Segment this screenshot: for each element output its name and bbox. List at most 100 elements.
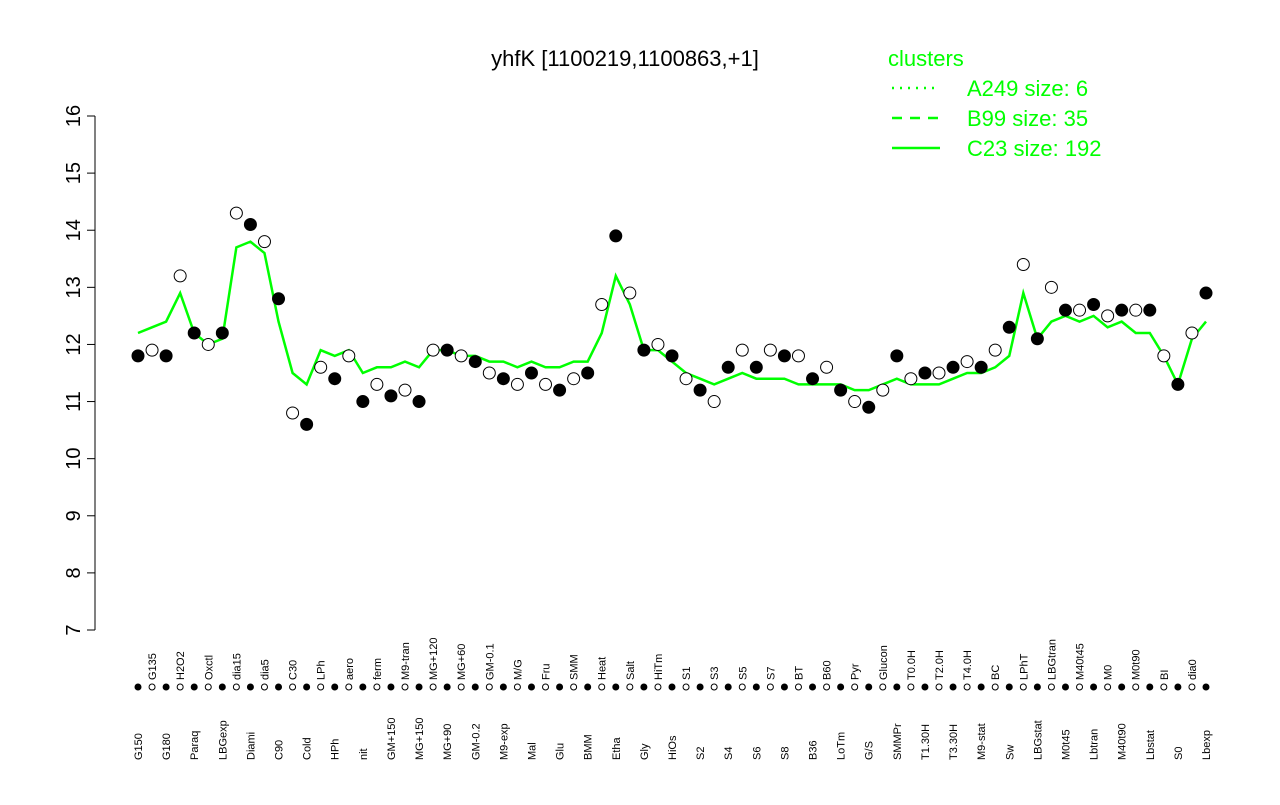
x-marker [907,683,915,691]
data-point [637,343,651,357]
x-marker [415,683,423,691]
data-point [187,326,201,340]
x-marker [162,683,170,691]
x-marker [485,683,493,691]
x-marker [1033,683,1041,691]
x-tick-label: MG+90 [442,724,454,760]
x-marker [977,683,985,691]
data-point [539,377,553,391]
x-tick-label: Fru [541,664,553,681]
data-point [693,383,707,397]
data-point [1157,349,1171,363]
x-marker [1160,683,1168,691]
x-tick-label: HiTm [653,654,665,680]
x-marker [542,683,550,691]
data-point [581,366,595,380]
x-marker [837,683,845,691]
x-tick-label: M40t45 [1075,643,1087,680]
y-tick-label: 8 [63,567,85,578]
data-point [131,349,145,363]
data-point [243,218,257,232]
x-tick-label: GM-0.2 [470,723,482,760]
x-tick-label: S4 [723,747,735,760]
data-point [763,343,777,357]
x-marker [668,683,676,691]
x-tick-label: S5 [737,667,749,680]
data-point [806,372,820,386]
data-point [482,366,496,380]
x-tick-label: nit [358,748,370,760]
x-tick-label: BI [1159,670,1171,680]
x-tick-label: T0.0H [906,650,918,680]
legend-label: A249 size: 6 [967,76,1088,101]
data-point [974,360,988,374]
x-marker [373,683,381,691]
x-tick-label: Heat [597,657,609,680]
x-tick-label: ferm [372,658,384,680]
data-point [398,383,412,397]
x-tick-label: Lbtran [1089,729,1101,760]
x-tick-label: Etha [611,736,623,760]
chart-title: yhfK [1100219,1100863,+1] [491,46,759,71]
x-tick-label: LBGexp [217,720,229,760]
x-tick-label: Glucon [878,645,890,680]
data-point [1185,326,1199,340]
data-point [595,297,609,311]
data-point [876,383,890,397]
data-point [524,366,538,380]
data-point [960,355,974,369]
data-point [384,389,398,403]
x-tick-label: LoTm [836,732,848,760]
data-point [567,372,581,386]
x-marker [584,683,592,691]
x-marker [527,683,535,691]
x-marker [724,683,732,691]
x-marker [766,683,774,691]
x-tick-label: S6 [751,747,763,760]
x-marker [1104,683,1112,691]
x-tick-label: HiOs [667,735,679,760]
data-point [988,343,1002,357]
x-marker [879,683,887,691]
x-tick-label: H2O2 [175,651,187,680]
x-tick-label: MG+150 [414,718,426,761]
x-marker [1188,683,1196,691]
data-point [1129,303,1143,317]
data-point [215,326,229,340]
x-tick-label: LBGstat [1032,720,1044,760]
x-marker [612,683,620,691]
x-marker [303,683,311,691]
x-tick-label: GM-0.1 [484,643,496,680]
data-point [510,377,524,391]
data-point [201,337,215,351]
x-marker [921,683,929,691]
x-tick-label: S0 [1173,747,1185,760]
data-point [1171,377,1185,391]
x-marker [752,683,760,691]
data-point [272,292,286,306]
x-tick-label: aero [344,658,356,680]
legend-title: clusters [888,46,964,71]
data-point [1073,303,1087,317]
x-tick-label: M40t90 [1117,723,1129,760]
x-tick-label: M9-tran [400,642,412,680]
data-point [735,343,749,357]
x-tick-label: HPh [330,739,342,760]
x-tick-label: Oxctl [203,655,215,680]
x-marker [387,683,395,691]
x-marker [443,683,451,691]
x-tick-label: M0 [1103,665,1115,680]
y-tick-label: 9 [63,510,85,521]
x-marker [654,683,662,691]
data-point [665,349,679,363]
data-point [862,400,876,414]
x-marker [1005,683,1013,691]
x-marker [1019,683,1027,691]
x-tick-label: Diami [245,732,257,760]
x-marker [345,683,353,691]
data-point [145,343,159,357]
x-tick-label: S7 [765,667,777,680]
data-point [721,360,735,374]
